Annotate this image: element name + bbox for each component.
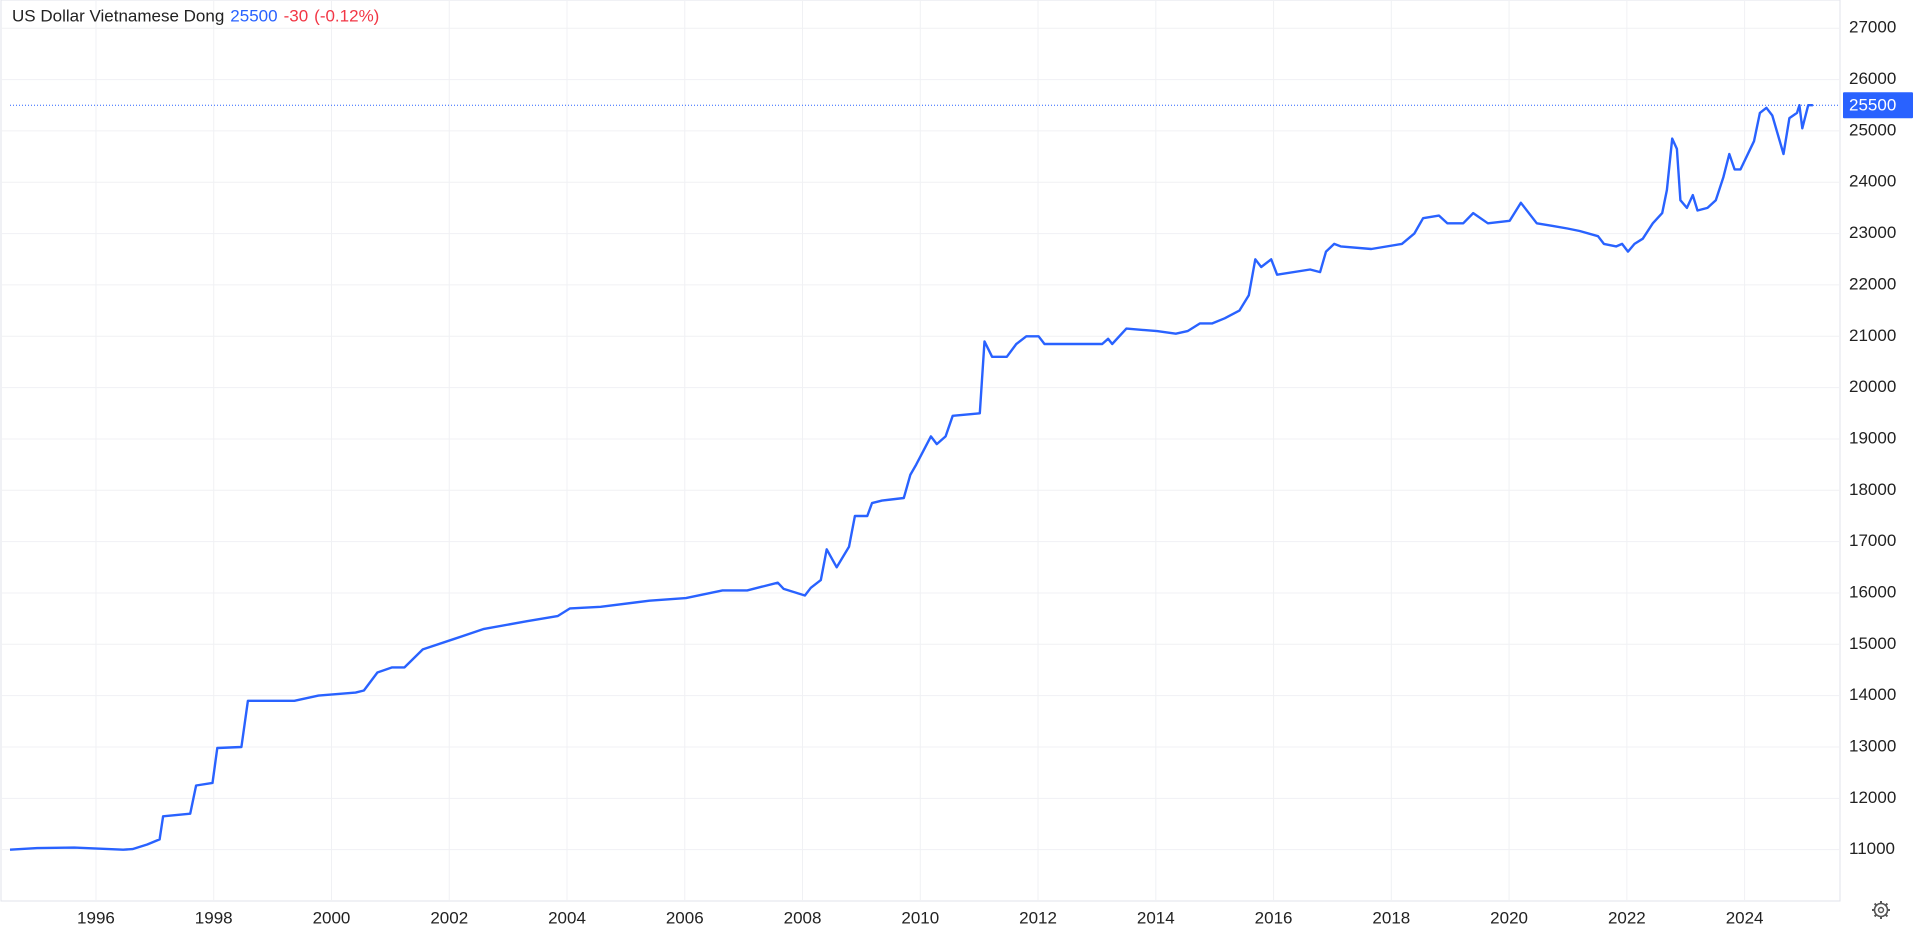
- price-line: [9, 104, 1813, 851]
- y-tick-label: 13000: [1849, 736, 1896, 755]
- grid: 11000 12000 13000 14000 15000 16000 17000 18000…: [0, 0, 1896, 927]
- y-tick-label: 25000: [1849, 120, 1896, 139]
- x-tick-label: 2016: [1255, 908, 1293, 927]
- x-tick-label: 1998: [195, 908, 233, 927]
- plot: 25500: [9, 92, 1913, 851]
- y-tick-label: 21000: [1849, 326, 1896, 345]
- x-tick-label: 2010: [901, 908, 939, 927]
- x-tick-label: 2014: [1137, 908, 1175, 927]
- y-tick-label: 20000: [1849, 377, 1896, 396]
- last-price-badge: [1843, 92, 1913, 119]
- header-price: 25500: [230, 6, 277, 25]
- last-price-label: 25500: [1849, 96, 1896, 115]
- x-tick-label: 2022: [1608, 908, 1646, 927]
- settings-icon[interactable]: [1872, 901, 1890, 919]
- x-tick-label: 2000: [313, 908, 351, 927]
- x-tick-label: 2004: [548, 908, 586, 927]
- x-tick-label: 1996: [77, 908, 115, 927]
- settings-teeth[interactable]: [1872, 901, 1890, 919]
- x-tick-label: 2024: [1726, 908, 1764, 927]
- y-tick-label: 23000: [1849, 223, 1896, 242]
- y-tick-label: 14000: [1849, 685, 1896, 704]
- x-tick-label: 2006: [666, 908, 704, 927]
- x-tick-label: 2012: [1019, 908, 1057, 927]
- x-tick-label: 2020: [1490, 908, 1528, 927]
- y-tick-label: 12000: [1849, 788, 1896, 807]
- x-tick-label: 2008: [784, 908, 822, 927]
- y-tick-label: 16000: [1849, 582, 1896, 601]
- y-tick-label: 22000: [1849, 274, 1896, 293]
- header-change-pct: (-0.12%): [314, 6, 379, 25]
- x-tick-label: 2018: [1372, 908, 1410, 927]
- y-tick-label: 17000: [1849, 531, 1896, 550]
- y-tick-label: 19000: [1849, 428, 1896, 447]
- y-tick-label: 24000: [1849, 172, 1896, 191]
- y-tick-label: 26000: [1849, 69, 1896, 88]
- y-tick-label: 27000: [1849, 18, 1896, 37]
- x-tick-label: 2002: [430, 908, 468, 927]
- y-tick-label: 18000: [1849, 480, 1896, 499]
- y-tick-label: 15000: [1849, 634, 1896, 653]
- settings-hub[interactable]: [1877, 906, 1885, 914]
- header-change: -30: [284, 6, 309, 25]
- chart-title: US Dollar Vietnamese Dong: [12, 6, 224, 25]
- y-tick-label: 11000: [1849, 839, 1895, 858]
